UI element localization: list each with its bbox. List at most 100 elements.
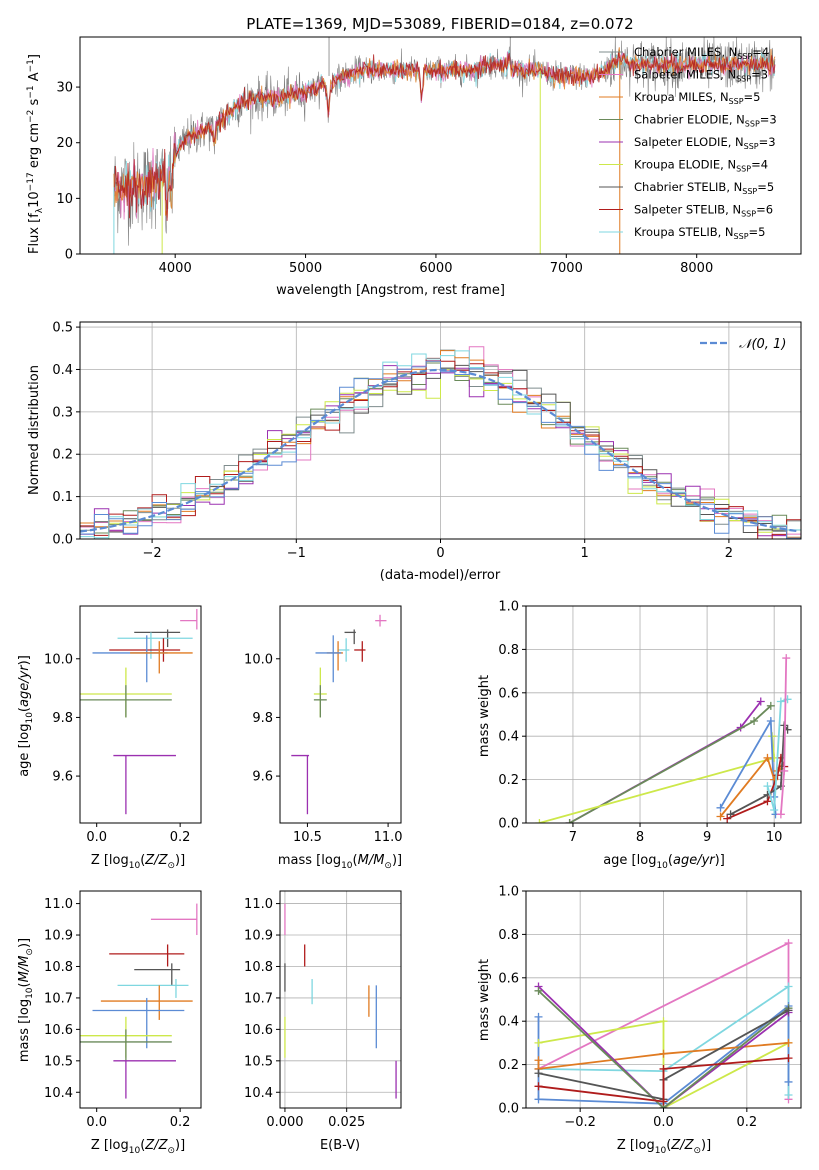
- axes-frame: [279, 890, 402, 1109]
- errorbar-point-chabrier_stelib: [344, 629, 356, 645]
- y-axis-label-part: ]: [27, 54, 42, 59]
- x-axis-label: mass [log10(M/M⊙)]: [278, 853, 402, 871]
- x-axis-label-part: 10: [129, 861, 141, 871]
- legend-label-text: Chabrier MILES, N: [634, 45, 737, 59]
- x-axis-label-part: ⊙: [384, 861, 392, 871]
- y-axis-label: mass [log10(M/M⊙)]: [17, 938, 35, 1062]
- errorbar-point-chabrier_elodie: [313, 685, 327, 718]
- errorbar-point-salpeter_stelib: [109, 944, 185, 967]
- legend-label-n: =5: [744, 90, 761, 104]
- y-axis-label-part: −1: [26, 85, 36, 98]
- legend-label: Chabrier STELIB, NSSP=5: [634, 180, 774, 196]
- errorbar-point-salpeter_elodie: [291, 754, 310, 815]
- legend-label-text: Salpeter MILES, N: [634, 68, 736, 82]
- y-axis-label-part: M/M: [17, 956, 32, 983]
- y-tick-label: 9.8: [52, 711, 73, 726]
- series-marker-kroupa_stelib: [770, 805, 779, 814]
- legend-label-sub: SSP: [736, 165, 751, 174]
- mass_weight_vs_z-axes: −0.2 0.0 0.2 0.0 0.2 0.4 0.6 0.8 1.0 Z [log10(Z/Z…: [477, 885, 802, 1156]
- y-tick-label: 0: [65, 248, 73, 263]
- plot-area: [113, 37, 776, 254]
- y-tick-label: 10.0: [44, 652, 73, 667]
- errorbar-point-salpeter_stelib: [354, 641, 366, 662]
- series-marker-salpeter_stelib: [784, 1054, 793, 1063]
- x-tick-label: 0.2: [170, 1115, 191, 1130]
- y-axis-label-part: mass [log: [17, 999, 32, 1062]
- series-marker-kroupa_stelib: [784, 982, 793, 991]
- y-axis-label-part: erg cm: [27, 123, 42, 172]
- y-axis-label: age [log10(age/yr)]: [17, 655, 35, 777]
- x-axis-label-part: Z [log: [91, 1138, 129, 1153]
- x-tick-label: 10: [766, 830, 783, 845]
- x-tick-label: 8: [636, 830, 644, 845]
- y-axis-label-part: (: [17, 982, 32, 987]
- y-tick-label: 0.2: [52, 448, 73, 463]
- legend-label-n: =4: [752, 45, 769, 59]
- y-axis-label-part: 10: [25, 712, 35, 724]
- x-tick-label: 0.2: [736, 1115, 757, 1130]
- chart-title: PLATE=1369, MJD=53089, FIBERID=0184, z=0…: [246, 15, 633, 33]
- x-axis-label-part: )]: [175, 1138, 185, 1153]
- legend-label: Kroupa ELODIE, NSSP=4: [634, 158, 768, 174]
- y-tick-label: 0.2: [498, 1058, 519, 1073]
- x-tick-label: 0.0: [86, 830, 107, 845]
- x-axis-label-part: )]: [701, 1138, 711, 1153]
- errorbar-point-kroupa_miles: [130, 641, 193, 674]
- x-axis-label-part: 10: [655, 1146, 667, 1156]
- x-axis-label-part: M/M: [358, 853, 385, 868]
- errorbar-point-salpeter_miles: [375, 614, 387, 627]
- y-axis-label-part: )]: [17, 655, 32, 665]
- x-axis-label-part: Z [log: [617, 1138, 655, 1153]
- x-tick-label: 10.5: [293, 830, 322, 845]
- y-tick-label: 9.6: [252, 770, 273, 785]
- y-axis-label-part: 10: [27, 191, 42, 208]
- x-axis-label-part: ⊙: [693, 1146, 701, 1156]
- age_vs_mass-axes: 10.5 11.0 9.6 9.8 10.0 mass [log10(M/M⊙)]: [244, 605, 403, 871]
- age_vs_z-axes: 0.0 0.29.69.810.0Z [log10(Z/Z⊙)]age [log1…: [17, 605, 202, 871]
- x-axis-label: Z [log10(Z/Z⊙)]: [617, 1138, 711, 1156]
- series-marker-salpeter_stelib: [659, 1064, 668, 1073]
- y-tick-label: 0.6: [498, 971, 519, 986]
- spectrum-axes: PLATE=1369, MJD=53089, FIBERID=0184, z=0…: [26, 15, 802, 298]
- x-axis-label-part: Z [log: [91, 853, 129, 868]
- series-marker-kroupa_miles: [763, 753, 772, 762]
- legend-label-text: Chabrier ELODIE, N: [634, 113, 745, 127]
- mass_vs_z-axes: 0.0 0.2 10.4 10.5 10.6 10.7 10.8 10.9 11.0 Z [log…: [17, 890, 202, 1156]
- y-tick-label: 1.0: [498, 885, 519, 900]
- x-axis-label: wavelength [Angstrom, rest frame]: [276, 283, 505, 298]
- x-axis-label-part: (: [668, 853, 673, 868]
- x-axis-label-part: Z/Z: [144, 853, 168, 868]
- y-tick-label: 0.8: [498, 643, 519, 658]
- y-axis-label-part: λ: [35, 207, 45, 213]
- series-marker-chabrier_stelib: [784, 1006, 793, 1015]
- x-axis-label-part: 10: [129, 1146, 141, 1156]
- x-tick-label: 0: [436, 546, 444, 561]
- x-axis-label: E(B-V): [320, 1138, 360, 1153]
- y-tick-label: 0.3: [52, 405, 73, 420]
- x-axis-label-part: )]: [175, 853, 185, 868]
- series-marker-salpeter_stelib: [534, 1082, 543, 1091]
- y-tick-label: 0.8: [498, 928, 519, 943]
- legend-label: Salpeter STELIB, NSSP=6: [634, 203, 773, 219]
- x-axis-label-part: (: [353, 853, 358, 868]
- x-axis-label-part: age [log: [603, 853, 656, 868]
- series-marker-salpeter_miles: [784, 939, 793, 948]
- legend-label-text: Kroupa ELODIE, N: [634, 158, 736, 172]
- y-tick-label: 0.0: [52, 533, 73, 548]
- errorbar-point-salpeter_miles: [150, 903, 198, 936]
- x-tick-label: 7000: [550, 261, 583, 276]
- legend-label-sub: SSP: [734, 232, 749, 241]
- axes-frame: [79, 36, 802, 255]
- y-tick-label: 0.1: [52, 490, 73, 505]
- y-tick-label: 10.6: [244, 1023, 273, 1038]
- y-axis-label-part: (: [17, 707, 32, 712]
- plot-area: [535, 654, 792, 823]
- y-axis-label: mass weight: [477, 675, 492, 757]
- legend-label-n: =4: [751, 158, 768, 172]
- legend-label-sub: SSP: [741, 210, 756, 219]
- x-axis-label-part: 10: [341, 861, 353, 871]
- y-axis-label-part: −2: [26, 110, 36, 123]
- series-marker-blue: [784, 1077, 793, 1086]
- y-axis-label: Flux [fλ10−17 erg cm−2 s−1 A−1]: [26, 54, 45, 254]
- y-tick-label: 10.5: [244, 1054, 273, 1069]
